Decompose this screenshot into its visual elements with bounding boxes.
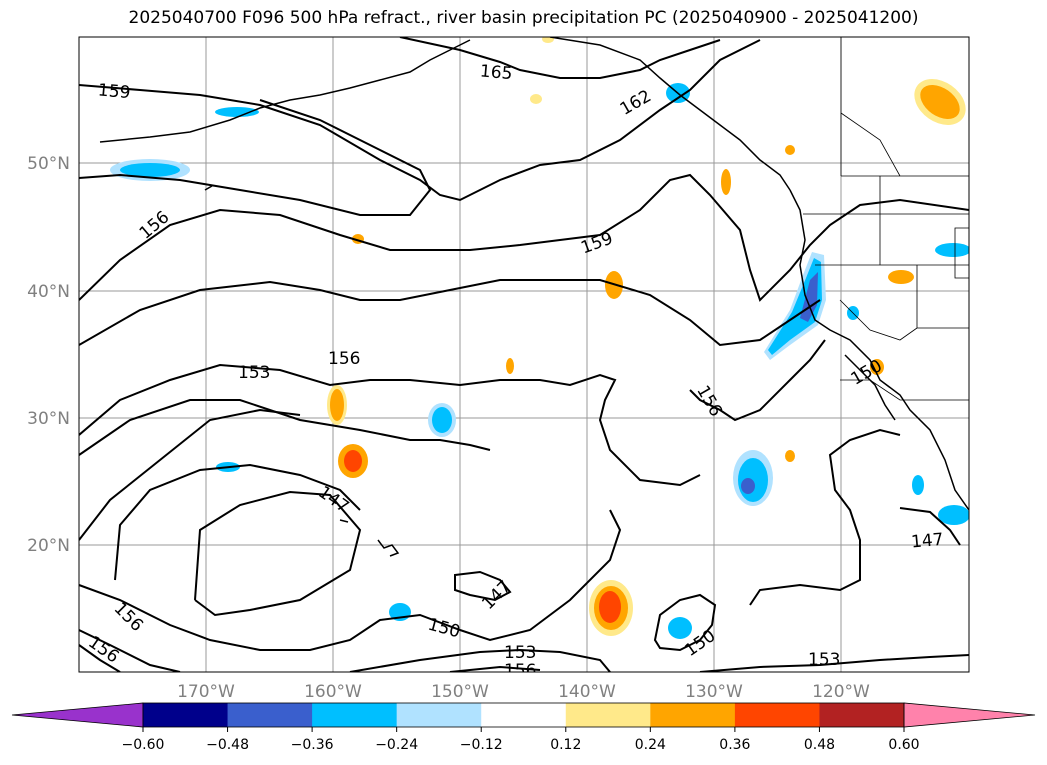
lat-label: 40°N [27,282,70,302]
pos-anomaly-patch [920,84,960,120]
neg-anomaly-patch [741,478,755,494]
pos-anomaly-patch [542,37,554,43]
pos-anomaly-patch [888,270,914,284]
colorbar-segment [227,703,313,727]
lon-label: 140°W [558,682,616,702]
pos-anomaly-patch [506,358,514,374]
colorbar-tick-label: −0.12 [460,737,503,753]
colorbar-tick-label: 0.48 [804,737,835,753]
colorbar-extend-low [11,702,144,728]
neg-anomaly-patch [215,107,259,117]
pos-anomaly-patch [599,591,621,623]
contour-label: 153 [238,363,270,383]
colorbar-tick-label: −0.24 [375,737,418,753]
political-borders [803,37,969,401]
pos-anomaly-patch [785,450,795,462]
colorbar-segment [481,703,567,727]
refractivity-contours [79,37,969,672]
pos-anomaly-patch [344,450,362,472]
neg-anomaly-patch [938,505,969,525]
neg-anomaly-patch [768,258,822,355]
neg-anomaly-patch [120,163,180,177]
lon-label: 130°W [685,682,743,702]
latitude-labels: 50°N 40°N 30°N 20°N [27,154,70,556]
lat-label: 20°N [27,536,70,556]
graticule [79,37,969,672]
map-panel: 165 162 159 159 156 156 153 156 147 147 … [79,37,969,681]
contour-label: 156 [504,661,536,681]
pos-anomaly-patch [721,169,731,195]
map-title: 2025040700 F096 500 hPa refract., river … [128,8,919,28]
colorbar-extend-high [903,702,1036,728]
contour-label: 159 [97,80,131,103]
contour-label: 156 [328,349,360,369]
neg-anomaly-patch [432,407,452,433]
contour-label: 147 [910,530,944,553]
colorbar-segment [143,703,229,727]
neg-anomaly-patch [935,243,969,257]
contour-label: 165 [479,61,513,84]
precip-anomaly-fills [110,37,969,639]
colorbar-tick-label: −0.36 [291,737,334,753]
contour-labels: 165 162 159 159 156 156 153 156 147 147 … [84,61,944,681]
longitude-labels: 170°W 160°W 150°W 140°W 130°W 120°W [177,682,870,702]
colorbar-outline [142,702,905,728]
contour-label: 153 [808,650,840,670]
coastlines [99,37,969,557]
colorbar-tick-label: 0.12 [550,737,581,753]
colorbar: −0.60 −0.48 −0.36 −0.24 −0.12 0.12 0.24 0.36 0.4… [11,702,1036,753]
pos-anomaly-patch [530,94,542,104]
neg-anomaly-patch [668,617,692,639]
contour-label: 153 [504,643,536,663]
pos-anomaly-patch [330,389,344,421]
colorbar-tick-label: 0.60 [888,737,919,753]
neg-anomaly-patch [738,458,768,502]
colorbar-segment [565,703,651,727]
lon-label: 160°W [304,682,362,702]
colorbar-tick-label: 0.24 [635,737,666,753]
map-frame [78,36,970,673]
lon-label: 150°W [431,682,489,702]
colorbar-segment [650,703,736,727]
colorbar-tick-label: −0.60 [122,737,165,753]
colorbar-segment [396,703,482,727]
pos-anomaly-patch [870,359,884,375]
lon-label: 170°W [177,682,235,702]
neg-anomaly-patch [912,475,924,495]
lat-label: 30°N [27,409,70,429]
lat-label: 50°N [27,154,70,174]
colorbar-tick-label: 0.36 [719,737,750,753]
colorbar-segment [312,703,398,727]
colorbar-segment [734,703,820,727]
colorbar-tick-label: −0.48 [206,737,249,753]
lon-label: 120°W [812,682,870,702]
colorbar-segment [819,703,905,727]
pos-anomaly-patch [785,145,795,155]
